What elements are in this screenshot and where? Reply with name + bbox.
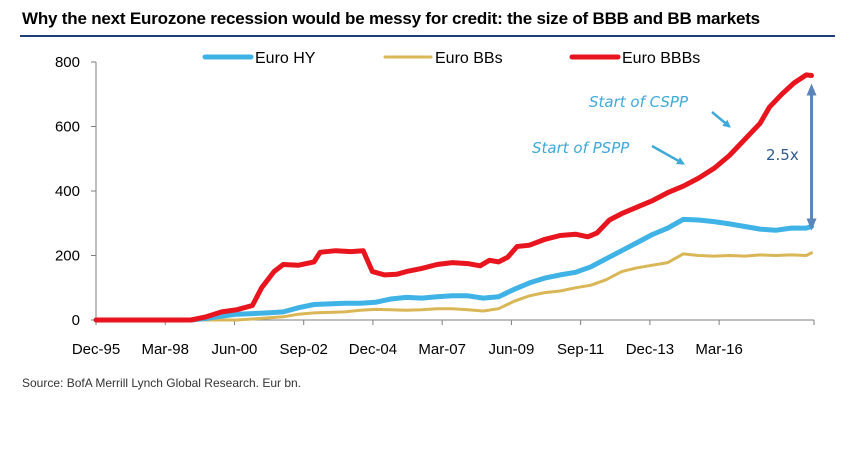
annotation-cspp-label: Start of CSPP: [589, 93, 689, 111]
title-underline: [20, 35, 835, 37]
y-tick-label: 800: [55, 54, 80, 71]
x-tick-label: Dec-95: [72, 341, 120, 358]
series-line-euro-hy: [93, 216, 814, 323]
axes: 0 200 400 600 800 Dec-95 Mar-98 Jun-00 Sep-02 Dec…: [55, 54, 815, 358]
annotation-pspp-arrow: [651, 144, 685, 165]
annotation-multiple-label: 2.5x: [766, 146, 799, 164]
annotation-pspp-label: Start of PSPP: [532, 139, 630, 157]
y-tick-label: 0: [72, 312, 80, 329]
source-note: Source: BofA Merrill Lynch Global Resear…: [22, 376, 302, 390]
x-tick-label: Dec-04: [349, 341, 397, 358]
x-tick-label: Dec-13: [626, 341, 674, 358]
x-tick-label: Sep-02: [280, 341, 328, 358]
x-tick-label: Jun-00: [212, 341, 258, 358]
y-tick-label: 200: [55, 248, 80, 265]
series-line-euro-bbbs: [93, 72, 814, 323]
legend-label: Euro BBs: [435, 50, 503, 67]
legend-label: Euro BBBs: [622, 50, 700, 67]
x-tick-label: Jun-09: [488, 341, 534, 358]
legend: Euro HY Euro BBs Euro BBBs: [202, 50, 700, 67]
legend-label: Euro HY: [255, 50, 316, 67]
x-tick-label: Sep-11: [557, 341, 604, 358]
series-layer: [93, 72, 814, 323]
annotation-cspp-arrow: [711, 111, 731, 128]
chart-title: Why the next Eurozone recession would be…: [22, 9, 760, 28]
y-tick-label: 400: [55, 183, 80, 200]
x-tick-label: Mar-16: [695, 341, 743, 358]
series-line-euro-bbs: [94, 251, 813, 322]
x-tick-label: Mar-98: [141, 341, 189, 358]
annotations: Start of CSPP Start of PSPP 2.5x: [532, 83, 817, 231]
y-tick-label: 600: [55, 119, 80, 136]
x-tick-label: Mar-07: [418, 341, 466, 358]
